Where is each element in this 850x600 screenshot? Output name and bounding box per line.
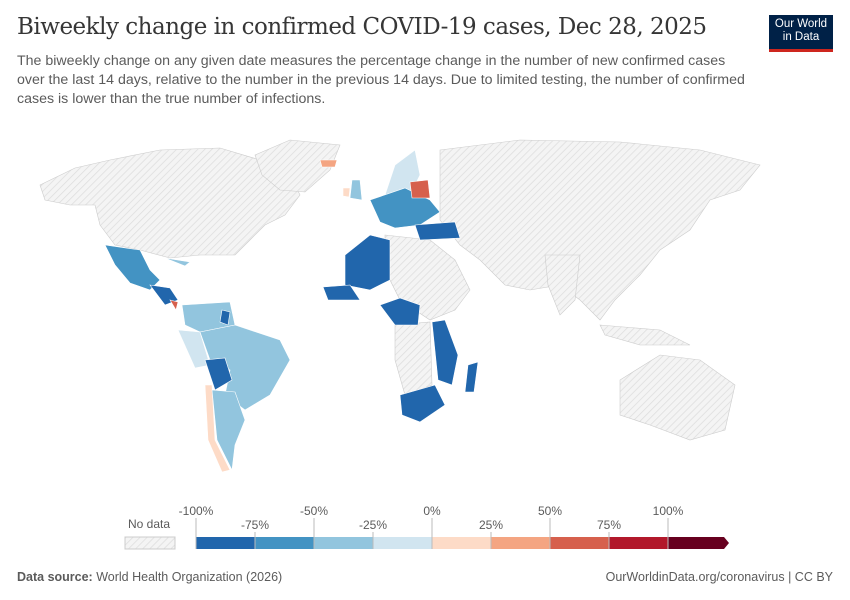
legend-tick-label: 25% bbox=[479, 518, 503, 532]
cuba bbox=[164, 257, 191, 267]
legend-bin bbox=[196, 537, 255, 549]
no-data-regions bbox=[39, 139, 761, 441]
ireland bbox=[342, 187, 351, 198]
source-link[interactable]: OurWorldinData.org/coronavirus | CC BY bbox=[605, 570, 833, 584]
legend-bin bbox=[609, 537, 668, 549]
no-data-label: No data bbox=[128, 517, 170, 531]
russia-asia bbox=[439, 139, 761, 321]
south-africa bbox=[399, 384, 446, 423]
legend-bin bbox=[550, 537, 609, 549]
suriname bbox=[219, 309, 231, 326]
chart-subtitle: The biweekly change on any given date me… bbox=[17, 53, 745, 107]
data-source: Data source: World Health Organization (… bbox=[17, 570, 282, 584]
turkey bbox=[414, 221, 461, 241]
north-america bbox=[39, 147, 301, 259]
legend-tick-label: 75% bbox=[597, 518, 621, 532]
source-text: World Health Organization (2026) bbox=[96, 570, 283, 584]
legend-bin bbox=[255, 537, 314, 549]
argentina bbox=[211, 389, 246, 472]
east-africa bbox=[431, 319, 459, 386]
color-legend: No data -100% -50% 0% 50% 100% -75% -25% 25% 75% bbox=[0, 500, 850, 560]
world-map[interactable] bbox=[0, 120, 850, 500]
owid-logo[interactable]: Our World in Data bbox=[769, 15, 833, 52]
chile bbox=[204, 384, 231, 473]
legend-tick-label: -75% bbox=[241, 518, 269, 532]
legend-tick-label: 0% bbox=[423, 504, 441, 518]
greenland bbox=[254, 139, 341, 193]
legend-tick-label: 100% bbox=[653, 504, 684, 518]
legend-bin bbox=[491, 537, 550, 549]
iceland bbox=[319, 159, 338, 168]
belarus bbox=[409, 179, 431, 199]
madagascar bbox=[464, 361, 479, 393]
legend-bin bbox=[668, 537, 729, 549]
legend-tick-label: -50% bbox=[300, 504, 328, 518]
legend-bin bbox=[432, 537, 491, 549]
chart-title: Biweekly change in confirmed COVID-19 ca… bbox=[17, 14, 707, 40]
legend-bin bbox=[314, 537, 373, 549]
data-regions bbox=[104, 149, 479, 473]
australia bbox=[619, 354, 736, 441]
algeria-mali bbox=[344, 234, 391, 291]
uk bbox=[349, 179, 363, 201]
west-africa bbox=[322, 284, 361, 301]
south-asia bbox=[544, 254, 581, 316]
central-africa bbox=[394, 321, 433, 396]
source-label: Data source: bbox=[17, 570, 93, 584]
legend-tick-label: -25% bbox=[359, 518, 387, 532]
logo-line-2: in Data bbox=[782, 31, 820, 43]
mexico bbox=[104, 244, 161, 291]
logo-line-1: Our World bbox=[774, 18, 828, 30]
legend-tick-label: -100% bbox=[179, 504, 214, 518]
nigeria-cameroon bbox=[379, 297, 421, 326]
indonesia bbox=[599, 324, 691, 346]
no-data-swatch bbox=[124, 536, 176, 550]
legend-bin bbox=[373, 537, 432, 549]
costa-rica bbox=[169, 299, 179, 311]
legend-tick-label: 50% bbox=[538, 504, 562, 518]
bolivia bbox=[204, 357, 233, 391]
